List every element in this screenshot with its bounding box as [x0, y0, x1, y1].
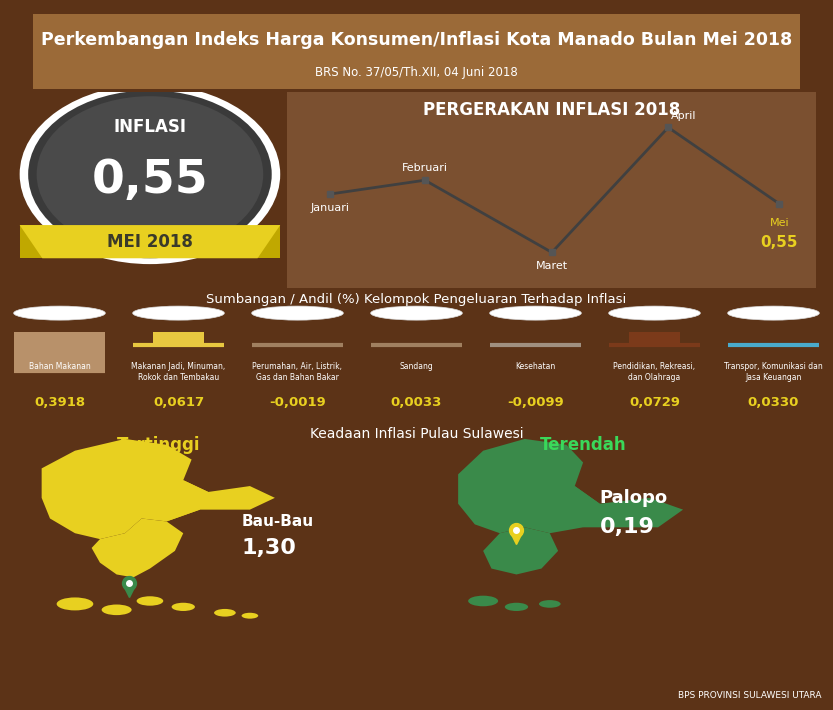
Text: PERGERAKAN INFLASI 2018: PERGERAKAN INFLASI 2018	[423, 101, 681, 119]
Text: Keadaan Inflasi Pulau Sulawesi: Keadaan Inflasi Pulau Sulawesi	[310, 427, 523, 441]
Circle shape	[57, 597, 93, 611]
Text: BRS No. 37/05/Th.XII, 04 Juni 2018: BRS No. 37/05/Th.XII, 04 Juni 2018	[315, 66, 518, 79]
Polygon shape	[167, 480, 275, 521]
Polygon shape	[20, 225, 280, 258]
Text: Maret: Maret	[536, 261, 568, 271]
Polygon shape	[483, 528, 558, 574]
Text: Bahan Makanan: Bahan Makanan	[28, 361, 90, 371]
FancyBboxPatch shape	[153, 332, 204, 345]
Text: Pendidikan, Rekreasi,
dan Olahraga: Pendidikan, Rekreasi, dan Olahraga	[613, 361, 696, 382]
Text: 0,3918: 0,3918	[34, 396, 85, 409]
Polygon shape	[20, 225, 42, 258]
Text: Bau-Bau: Bau-Bau	[242, 514, 314, 529]
FancyBboxPatch shape	[13, 332, 105, 371]
Polygon shape	[458, 439, 600, 533]
Circle shape	[609, 306, 701, 320]
Text: Palopo: Palopo	[600, 489, 668, 507]
Text: 0,55: 0,55	[761, 235, 798, 251]
Circle shape	[252, 306, 343, 320]
Text: 0,0617: 0,0617	[153, 396, 204, 409]
Circle shape	[242, 613, 258, 618]
Circle shape	[214, 609, 236, 616]
Text: Perkembangan Indeks Harga Konsumen/Inflasi Kota Manado Bulan Mei 2018: Perkembangan Indeks Harga Konsumen/Infla…	[41, 31, 792, 48]
Polygon shape	[108, 542, 158, 569]
Text: 1,30: 1,30	[242, 538, 297, 558]
Circle shape	[20, 84, 280, 264]
Text: Februari: Februari	[402, 163, 448, 173]
Polygon shape	[257, 225, 280, 258]
Circle shape	[28, 90, 272, 258]
Text: Tertinggi: Tertinggi	[117, 436, 200, 454]
Text: 0,19: 0,19	[600, 518, 655, 537]
Circle shape	[102, 604, 132, 615]
Circle shape	[490, 306, 581, 320]
Text: Sumbangan / Andil (%) Kelompok Pengeluaran Terhadap Inflasi: Sumbangan / Andil (%) Kelompok Pengeluar…	[207, 293, 626, 306]
Polygon shape	[42, 439, 208, 539]
Text: Makanan Jadi, Minuman,
Rokok dan Tembakau: Makanan Jadi, Minuman, Rokok dan Tembaka…	[132, 361, 226, 382]
Circle shape	[539, 600, 561, 608]
Circle shape	[172, 603, 195, 611]
Text: 0,0729: 0,0729	[629, 396, 680, 409]
Circle shape	[371, 306, 462, 320]
Text: Transpor, Komunikasi dan
Jasa Keuangan: Transpor, Komunikasi dan Jasa Keuangan	[724, 361, 823, 382]
Text: Mei: Mei	[770, 219, 789, 229]
FancyBboxPatch shape	[2, 11, 831, 92]
Circle shape	[728, 306, 820, 320]
Polygon shape	[575, 486, 683, 528]
Circle shape	[137, 596, 163, 606]
Text: April: April	[671, 111, 697, 121]
Text: -0,0019: -0,0019	[269, 396, 326, 409]
FancyBboxPatch shape	[272, 87, 832, 293]
Circle shape	[132, 306, 224, 320]
Text: Sandang: Sandang	[400, 361, 433, 371]
Text: 0,0033: 0,0033	[391, 396, 442, 409]
Text: INFLASI: INFLASI	[113, 119, 187, 136]
Circle shape	[37, 96, 263, 252]
Text: -0,0099: -0,0099	[507, 396, 564, 409]
Text: Kesehatan: Kesehatan	[516, 361, 556, 371]
Text: BPS PROVINSI SULAWESI UTARA: BPS PROVINSI SULAWESI UTARA	[678, 691, 821, 700]
FancyBboxPatch shape	[629, 332, 680, 345]
Circle shape	[468, 596, 498, 606]
Circle shape	[505, 603, 528, 611]
Circle shape	[13, 306, 105, 320]
Text: Perumahan, Air, Listrik,
Gas dan Bahan Bakar: Perumahan, Air, Listrik, Gas dan Bahan B…	[252, 361, 342, 382]
Text: 0,55: 0,55	[92, 158, 208, 202]
Text: Terendah: Terendah	[540, 436, 626, 454]
Text: 0,0330: 0,0330	[748, 396, 799, 409]
Polygon shape	[92, 518, 183, 577]
Text: Januari: Januari	[310, 203, 349, 213]
Text: MEI 2018: MEI 2018	[107, 233, 193, 251]
